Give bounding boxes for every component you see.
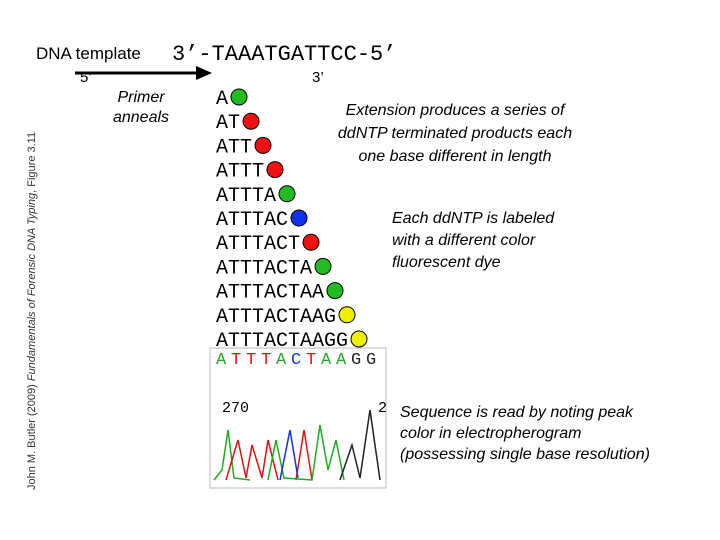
product-sequence: ATT — [216, 136, 252, 159]
primer-5: 5’ — [80, 69, 92, 86]
ddntp-dot — [230, 88, 248, 106]
base-call: T — [261, 351, 271, 370]
peak-trace — [279, 429, 299, 481]
ddntp-dot — [314, 257, 332, 275]
ddntp-dot — [266, 161, 284, 179]
product-sequence: A — [216, 88, 228, 111]
template-label: DNA template — [36, 44, 141, 63]
ddntp-dot — [350, 330, 368, 348]
product-sequence: ATTTACT — [216, 233, 300, 256]
ddntp-dot — [326, 282, 344, 300]
product-sequence: ATTTAC — [216, 209, 288, 232]
base-call: T — [246, 351, 256, 370]
read-note: color in electropherogram — [400, 425, 581, 442]
notes: Primer anneals Extension produces a series… — [113, 89, 650, 463]
arrow-head — [196, 66, 212, 80]
ddntp-dot — [290, 209, 308, 227]
base-call: T — [231, 351, 241, 370]
primer-note: Primer — [117, 89, 165, 106]
base-call: A — [216, 351, 227, 370]
label-note: with a different color — [392, 232, 536, 249]
product-sequence: AT — [216, 112, 240, 135]
label-note: Each ddNTP is labeled — [392, 210, 555, 227]
ddntp-dot — [302, 233, 320, 251]
base-call: C — [291, 351, 301, 370]
ddntp-dot — [254, 136, 272, 154]
peak-trace — [339, 409, 381, 481]
peak-trace — [225, 429, 313, 481]
extension-note: one base different in length — [358, 148, 551, 165]
primer-3: 3’ — [312, 69, 324, 86]
base-call: G — [351, 351, 361, 370]
product-sequence: ATTT — [216, 161, 264, 184]
ddntp-dot — [242, 112, 260, 130]
peak-trace — [267, 424, 345, 481]
credit: John M. Butler (2009) Fundamentals of Fo… — [26, 132, 38, 490]
product-sequence: ATTTACTAAG — [216, 306, 336, 329]
base-call: A — [276, 351, 287, 370]
credit-book: Fundamentals of Forensic DNA Typing — [26, 192, 38, 381]
product-sequence: ATTTA — [216, 185, 276, 208]
right-number: 2 — [378, 400, 387, 417]
ddntp-dot — [338, 306, 356, 324]
credit-author: John M. Butler (2009) — [26, 381, 38, 490]
read-note: Sequence is read by noting peak — [400, 404, 634, 421]
product-sequence: ATTTACTAAGG — [216, 330, 348, 353]
read-note: (possessing single base resolution) — [400, 446, 650, 463]
base-call: G — [366, 351, 376, 370]
ddntp-dot — [278, 185, 296, 203]
primer-note: anneals — [113, 109, 169, 126]
base-call: A — [336, 351, 347, 370]
product-sequence: ATTTACTA — [216, 257, 312, 280]
base-call: A — [321, 351, 332, 370]
extension-note: Extension produces a series of — [346, 102, 566, 119]
products: AATATTATTTATTTAATTTACATTTACTATTTACTAATTT… — [216, 88, 368, 353]
template-sequence: 3’-TAAATGATTCC-5’ — [172, 42, 396, 67]
peak-trace — [213, 429, 251, 481]
left-number: 270 — [222, 400, 249, 417]
label-note: fluorescent dye — [392, 254, 501, 271]
base-call: T — [306, 351, 316, 370]
product-sequence: ATTTACTAA — [216, 282, 324, 305]
extension-note: ddNTP terminated products each — [338, 125, 572, 142]
credit-figure: , Figure 3.11 — [26, 132, 38, 193]
